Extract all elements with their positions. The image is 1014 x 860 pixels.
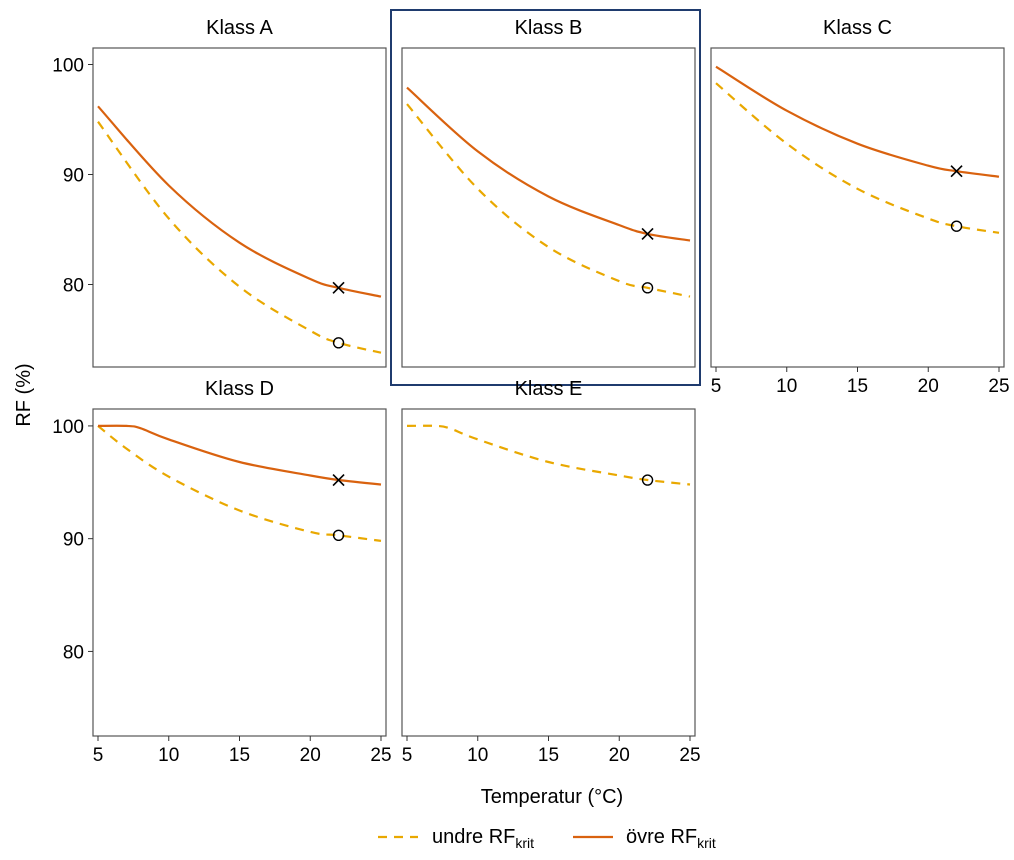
x-tick-label: 25 — [679, 745, 700, 766]
y-tick-label: 100 — [52, 56, 84, 77]
panel-klass-d: Klass D 100 90 80 5 10 15 20 25 — [52, 378, 391, 766]
marker-circle — [332, 337, 345, 349]
series-upper-line — [715, 65, 1000, 178]
x-tick-label: 15 — [229, 745, 250, 766]
x-tick-label: 10 — [158, 745, 179, 766]
marker-circle — [641, 282, 654, 294]
x-tick-label: 5 — [93, 745, 104, 766]
x-tick-label: 20 — [918, 376, 939, 397]
highlight-box — [390, 9, 701, 386]
y-tick-label: 80 — [63, 276, 84, 297]
y-tick-label: 100 — [52, 417, 84, 438]
series-upper-line — [406, 86, 691, 242]
x-tick-label: 10 — [776, 376, 797, 397]
panel-title: Klass B — [515, 17, 583, 39]
legend-entry-lower: undre RFkrit — [378, 826, 534, 851]
series-lower-line — [715, 82, 1000, 234]
x-tick-label: 5 — [402, 745, 413, 766]
legend-entry-upper: övre RFkrit — [573, 826, 716, 851]
panel-klass-b: Klass B — [390, 9, 701, 386]
panel-klass-c: Klass C 5 10 15 20 25 — [710, 17, 1010, 397]
x-tick-label: 25 — [988, 376, 1009, 397]
marker-cross — [641, 227, 654, 240]
panel-frame — [710, 47, 1005, 368]
y-axis-label: RF (%) — [13, 363, 35, 426]
series-upper-line — [97, 105, 382, 298]
series-upper-line — [97, 424, 382, 486]
panel-title: Klass D — [205, 378, 274, 400]
series-lower-line — [406, 424, 691, 486]
panel-frame — [401, 408, 696, 737]
marker-circle — [641, 474, 654, 486]
series-lower-line — [406, 103, 691, 298]
panel-title: Klass A — [206, 17, 273, 39]
panel-frame — [401, 47, 696, 368]
x-tick-label: 20 — [300, 745, 321, 766]
marker-cross — [950, 165, 963, 178]
panel-frame — [92, 47, 387, 368]
x-tick-label: 15 — [847, 376, 868, 397]
panel-frame — [92, 408, 387, 737]
marker-circle — [332, 529, 345, 541]
y-tick-label: 90 — [63, 530, 84, 551]
marker-cross — [332, 473, 345, 487]
panel-klass-e: Klass E 5 10 15 20 25 — [401, 378, 701, 766]
series-lower-line — [97, 425, 382, 542]
marker-cross — [332, 281, 345, 294]
x-tick-label: 25 — [370, 745, 391, 766]
marker-circle — [950, 220, 963, 232]
x-axis-label: Temperatur (°C) — [481, 786, 623, 808]
panel-title: Klass E — [515, 378, 583, 400]
legend: undre RFkrit övre RFkrit — [378, 826, 716, 851]
x-tick-label: 5 — [711, 376, 722, 397]
x-tick-label: 15 — [538, 745, 559, 766]
y-tick-label: 90 — [63, 166, 84, 187]
panel-title: Klass C — [823, 17, 892, 39]
legend-label: övre RFkrit — [626, 826, 716, 851]
panel-klass-a: Klass A 100 90 80 — [52, 17, 387, 368]
y-tick-label: 80 — [63, 642, 84, 663]
x-tick-label: 20 — [609, 745, 630, 766]
x-tick-label: 10 — [467, 745, 488, 766]
series-lower-line — [97, 121, 382, 354]
legend-label: undre RFkrit — [432, 826, 534, 851]
